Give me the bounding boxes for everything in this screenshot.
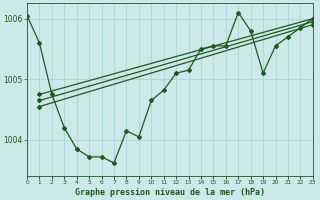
X-axis label: Graphe pression niveau de la mer (hPa): Graphe pression niveau de la mer (hPa) (75, 188, 265, 197)
